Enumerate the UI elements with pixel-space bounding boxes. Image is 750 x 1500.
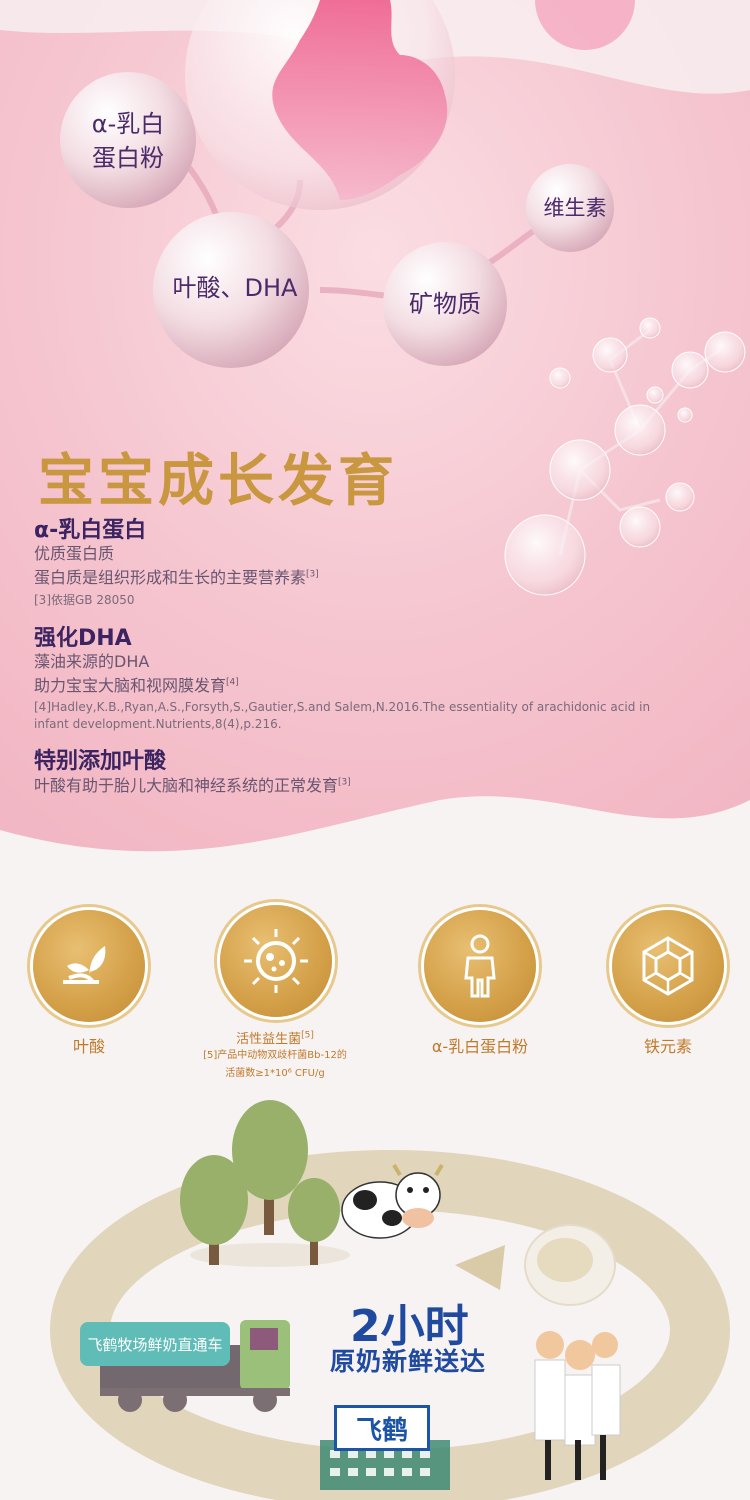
alpha-protein-line-2: 蛋白质是组织形成和生长的主要营养素[3] — [34, 566, 319, 589]
bubble-alpha-protein: α-乳白 蛋白粉 — [68, 108, 188, 175]
folic-line-1-text: 叶酸有助于胎儿大脑和神经系统的正常发育 — [34, 776, 339, 795]
iron-crystal-icon — [642, 936, 694, 996]
alpha-lactalbumin-label: α-乳白蛋白粉 — [431, 1037, 529, 1056]
leaf-sprout-icon — [63, 946, 106, 984]
bubble-minerals-label: 矿物质 — [409, 290, 481, 318]
bubble-vitamins: 维生素 — [530, 194, 620, 223]
bubble-alpha-protein-label: α-乳白 蛋白粉 — [91, 110, 165, 172]
dha-line-2: 助力宝宝大脑和视网膜发育[4] — [34, 674, 239, 697]
dha-sup: [4] — [226, 677, 239, 688]
alpha-lactalbumin-icon-badge — [424, 910, 536, 1022]
probiotic-label: 活性益生菌[5] — [205, 1028, 345, 1047]
brand-logo-text: 飞鹤 — [355, 1415, 408, 1446]
alpha-protein-heading: α-乳白蛋白 — [34, 518, 147, 543]
bubble-minerals: 矿物质 — [395, 288, 495, 322]
dha-line-1: 藻油来源的DHA — [34, 652, 150, 671]
person-icon — [464, 934, 496, 998]
folic-sup: [3] — [338, 777, 351, 788]
delivery-time: 2小时 — [350, 1301, 469, 1352]
bubble-vitamins-label: 维生素 — [543, 196, 607, 220]
alpha-protein-line-1: 优质蛋白质 — [34, 544, 115, 563]
bubble-folic-dha-label: 叶酸、DHA — [172, 274, 298, 302]
folic-acid-icon-badge — [33, 910, 145, 1022]
iron-icon-badge — [612, 910, 724, 1022]
folic-line-1: 叶酸有助于胎儿大脑和神经系统的正常发育[3] — [34, 774, 351, 797]
bacteria-icon — [244, 929, 308, 993]
probiotic-icon-badge — [220, 905, 332, 1017]
folic-heading: 特别添加叶酸 — [34, 749, 167, 774]
probiotic-label-text: 活性益生菌 — [236, 1032, 302, 1047]
growth-title: 宝宝成长发育 — [38, 449, 398, 514]
truck-label: 飞鹤牧场鲜奶直通车 — [80, 1322, 230, 1366]
alpha-protein-line-2-text: 蛋白质是组织形成和生长的主要营养素 — [34, 568, 307, 587]
dha-line-2-text: 助力宝宝大脑和视网膜发育 — [34, 676, 227, 695]
probiotic-sup: [5] — [301, 1030, 314, 1041]
fresh-slogan: 原奶新鲜送达 — [330, 1347, 487, 1376]
iron-label: 铁元素 — [643, 1037, 692, 1056]
folic-acid-label: 叶酸 — [72, 1037, 105, 1056]
alpha-protein-reference: [3]依据GB 28050 — [34, 593, 135, 607]
dha-reference: [4]Hadley,K.B.,Ryan,A.S.,Forsyth,S.,Gaut… — [34, 700, 651, 732]
brand-logo: 飞鹤 — [334, 1405, 430, 1451]
dha-heading: 强化DHA — [34, 626, 132, 651]
probiotic-footnote-1: [5]产品中动物双歧杆菌Bb-12的 — [203, 1050, 347, 1061]
alpha-protein-sup: [3] — [306, 569, 319, 580]
probiotic-footnote-2: 活菌数≥1*10⁶ CFU/g — [225, 1068, 325, 1079]
bubble-folic-dha: 叶酸、DHA — [160, 272, 310, 306]
